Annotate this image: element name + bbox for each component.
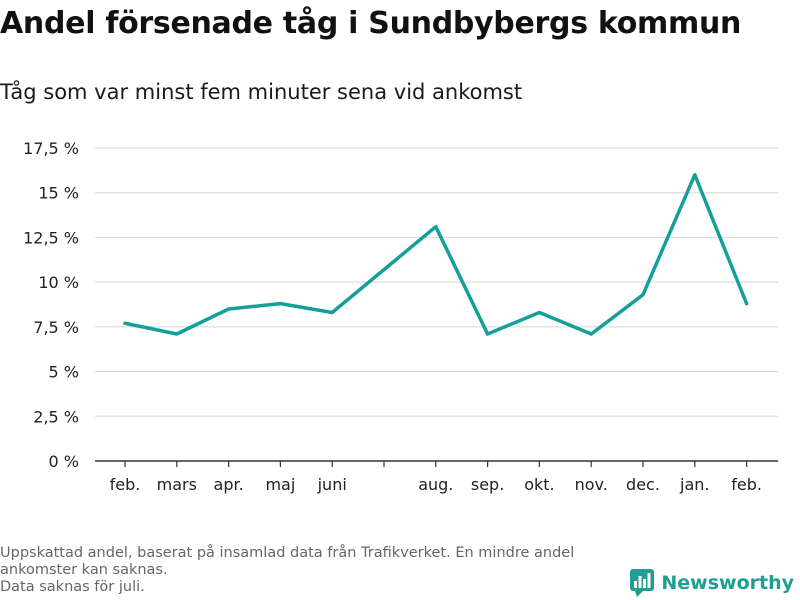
data-point — [123, 321, 127, 325]
y-tick-label: 15 % — [38, 184, 79, 203]
y-tick-label: 0 % — [49, 452, 79, 471]
x-tick-label: juni — [317, 475, 347, 494]
footnote-missing-data: Data saknas för juli. — [0, 579, 145, 595]
line-chart: 0 % 2,5 % 5 % 7,5 % 10 % 12,5 % 15 % 17,5 % feb.… — [23, 139, 778, 494]
x-tick-label: feb. — [731, 475, 762, 494]
y-tick-label: 17,5 % — [23, 139, 79, 158]
series-line — [123, 173, 749, 336]
chart-title: Andel försenade tåg i Sundbybergs kommun — [0, 6, 742, 41]
footnote-source: Uppskattad andel, baserat på insamlad da… — [0, 545, 575, 578]
x-tick-label: nov. — [575, 475, 608, 494]
data-point — [641, 293, 645, 297]
data-point — [486, 332, 490, 336]
y-tick-label: 10 % — [38, 273, 79, 292]
data-point — [589, 332, 593, 336]
data-point — [434, 225, 438, 229]
x-tick-label: jan. — [679, 475, 709, 494]
y-tick-label: 2,5 % — [33, 407, 79, 426]
x-tick-label: feb. — [110, 475, 141, 494]
data-point — [745, 302, 749, 306]
data-point — [227, 307, 231, 311]
footnote: Uppskattad andel, baserat på insamlad da… — [0, 545, 640, 596]
data-point — [537, 310, 542, 315]
data-point — [382, 268, 386, 272]
brand-name: Newsworthy — [661, 572, 794, 594]
y-tick-label: 12,5 % — [23, 228, 79, 247]
bar-chart-logo-icon — [630, 569, 655, 597]
y-tick-label: 5 % — [49, 363, 79, 382]
chart-subtitle: Tåg som var minst fem minuter sena vid a… — [0, 80, 523, 104]
y-tick-label: 7,5 % — [33, 318, 79, 337]
x-tick-label: maj — [265, 475, 295, 494]
x-tick-label: mars — [157, 475, 197, 494]
x-tick-label: apr. — [214, 475, 244, 494]
data-point — [693, 173, 697, 177]
x-tick-label: sep. — [471, 475, 504, 494]
data-point — [278, 302, 282, 306]
data-point — [175, 332, 179, 336]
brand-logo: Newsworthy — [629, 568, 794, 598]
x-tick-label: dec. — [626, 475, 660, 494]
x-tick-label: aug. — [418, 475, 453, 494]
x-tick-label: okt. — [524, 475, 554, 494]
data-point — [330, 310, 334, 315]
